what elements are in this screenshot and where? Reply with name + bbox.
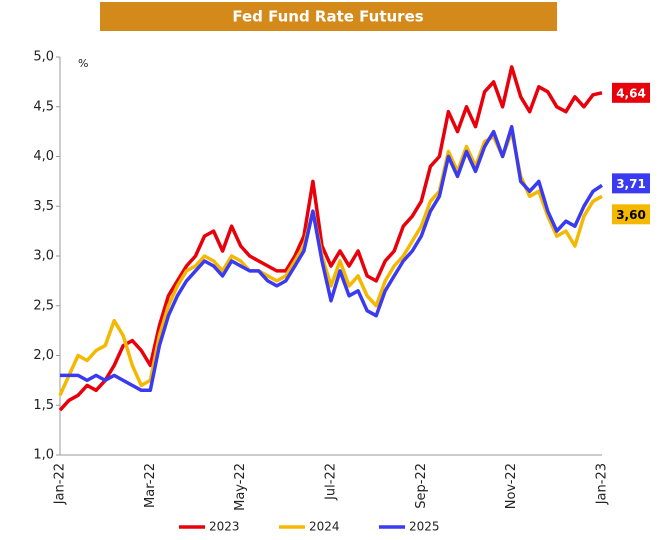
x-tick-label: Jan-22 — [53, 463, 68, 505]
end-label-box — [612, 82, 650, 103]
x-tick-label: Nov-22 — [504, 463, 519, 509]
end-label-box — [612, 173, 650, 194]
y-tick-label: 2,0 — [33, 348, 54, 363]
title-banner — [100, 2, 557, 31]
y-tick-label: 4,0 — [33, 149, 54, 164]
y-tick-label: 1,5 — [33, 398, 54, 413]
end-label: 3,60 — [616, 208, 646, 222]
x-tick-label: Jan-23 — [595, 463, 610, 505]
end-label-box — [612, 204, 650, 225]
line-series — [60, 124, 603, 393]
y-tick-label: 4,5 — [33, 99, 54, 114]
end-label: 3,71 — [616, 177, 646, 191]
legend-label: 2025 — [409, 520, 440, 534]
x-tick-label: Jul-22 — [324, 463, 339, 501]
x-tick-label: Mar-22 — [143, 463, 158, 508]
end-label: 4,64 — [616, 86, 646, 100]
y-tick-label: 3,5 — [33, 199, 54, 214]
chart-title: Fed Fund Rate Futures — [232, 8, 423, 26]
x-tick-label: May-22 — [233, 463, 248, 511]
y-tick-label: 3,0 — [33, 249, 54, 264]
y-unit: % — [78, 57, 88, 70]
y-tick-label: 1,0 — [33, 448, 54, 463]
y-tick-label: 5,0 — [33, 50, 54, 65]
y-tick-label: 2,5 — [33, 298, 54, 313]
line-series — [58, 65, 603, 412]
x-tick-label: Sep-22 — [414, 463, 429, 509]
legend-label: 2023 — [209, 520, 240, 534]
legend-label: 2024 — [309, 520, 340, 534]
